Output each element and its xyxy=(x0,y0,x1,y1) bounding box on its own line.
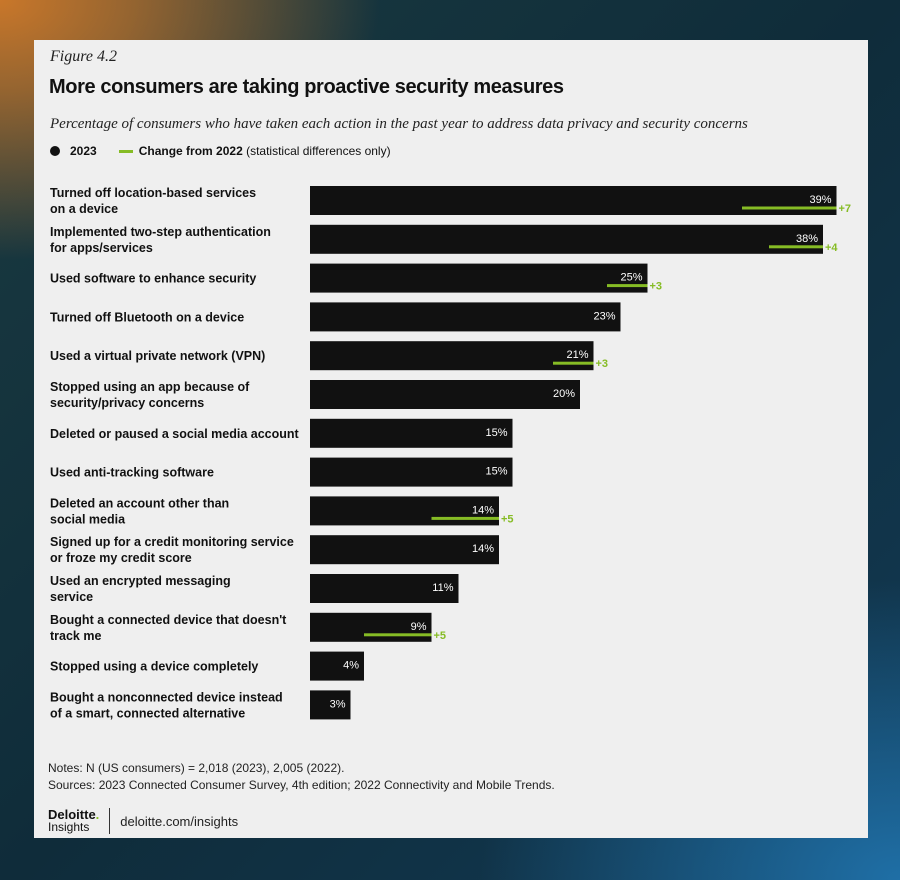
change-line xyxy=(553,361,594,365)
bar-value-label: 23% xyxy=(593,310,615,322)
deloitte-logo: Deloitte. Insights xyxy=(48,807,100,834)
legend-label-2023: 2023 xyxy=(70,144,97,158)
change-value-label: +5 xyxy=(434,630,447,642)
brand-separator xyxy=(109,808,111,834)
notes: Notes: N (US consumers) = 2,018 (2023), … xyxy=(48,760,555,794)
category-label-line: Implemented two-step authentication xyxy=(50,225,271,239)
bar-value-label: 14% xyxy=(472,504,494,516)
bar-2023 xyxy=(310,496,499,526)
category-label: Bought a connected device that doesn't tr… xyxy=(50,613,287,643)
legend: 2023 Change from 2022 (statistical diffe… xyxy=(50,144,391,158)
change-value-label: +4 xyxy=(825,242,838,254)
bar-chart: Turned off location-based services on a d… xyxy=(50,186,852,720)
category-label-line: Used a virtual private network (VPN) xyxy=(50,349,265,363)
category-label-line: of a smart, connected alternative xyxy=(50,706,245,720)
bar-value-label: 21% xyxy=(566,349,588,361)
category-label: Turned off location-based services on a d… xyxy=(50,186,256,216)
category-label-line: Turned off Bluetooth on a device xyxy=(50,310,244,324)
category-label: Used software to enhance security xyxy=(50,272,256,286)
chart-subtitle: Percentage of consumers who have taken e… xyxy=(50,116,748,132)
change-value-label: +7 xyxy=(839,203,852,215)
category-label: Deleted or paused a social media account xyxy=(50,427,300,441)
bar-value-label: 20% xyxy=(553,388,575,400)
bar-2023 xyxy=(310,651,364,681)
change-value-label: +3 xyxy=(596,358,609,370)
category-label: Used a virtual private network (VPN) xyxy=(50,349,265,363)
category-label-line: Stopped using a device completely xyxy=(50,660,258,674)
category-label-line: or froze my credit score xyxy=(50,551,192,565)
legend-label-change: Change from 2022 (statistical difference… xyxy=(138,144,391,158)
category-label-line: Stopped using an app because of xyxy=(50,380,250,394)
bar-value-label: 4% xyxy=(343,660,359,672)
category-label-line: track me xyxy=(50,629,101,643)
bar-value-label: 9% xyxy=(411,621,427,633)
category-label-line: service xyxy=(50,590,93,604)
bar-2023 xyxy=(310,574,459,603)
category-label-line: security/privacy concerns xyxy=(50,396,204,410)
bar-value-label: 25% xyxy=(620,272,642,284)
bar-2023 xyxy=(310,612,432,642)
category-label-line: Used software to enhance security xyxy=(50,272,256,286)
brand-url[interactable]: deloitte.com/insights xyxy=(120,813,239,829)
category-label-line: on a device xyxy=(50,202,118,216)
change-value-label: +5 xyxy=(501,513,514,525)
category-label: Bought a nonconnected device instead of a… xyxy=(50,690,283,720)
bar-value-label: 14% xyxy=(472,543,494,555)
bar-2023 xyxy=(310,263,648,293)
category-label: Deleted an account other than social medi… xyxy=(50,496,229,526)
category-label: Used an encrypted messaging service xyxy=(50,574,231,604)
category-label-line: Turned off location-based services xyxy=(50,186,256,200)
figure-label: Figure 4.2 xyxy=(50,48,117,65)
category-label: Used anti-tracking software xyxy=(50,466,214,480)
category-label-line: Bought a nonconnected device instead xyxy=(50,690,283,704)
change-line xyxy=(607,284,648,288)
category-label-line: for apps/services xyxy=(50,241,153,255)
bar-value-label: 15% xyxy=(485,427,507,439)
category-label: Turned off Bluetooth on a device xyxy=(50,310,244,324)
category-label: Stopped using an app because of security/… xyxy=(50,380,250,410)
bar-value-label: 11% xyxy=(432,582,453,594)
bar-2023 xyxy=(310,690,351,720)
bar-value-label: 38% xyxy=(796,233,818,245)
category-label-line: Bought a connected device that doesn't xyxy=(50,613,287,627)
category-label-line: Deleted an account other than xyxy=(50,496,229,510)
category-label-line: social media xyxy=(50,512,126,526)
change-value-label: +3 xyxy=(650,281,663,293)
change-line xyxy=(742,206,837,210)
bar-2023 xyxy=(310,535,499,565)
change-line xyxy=(769,245,823,249)
category-label: Stopped using a device completely xyxy=(50,660,258,674)
bar-2023 xyxy=(310,418,513,448)
bar-2023 xyxy=(310,302,621,332)
bar-value-label: 39% xyxy=(809,194,831,206)
bar-2023 xyxy=(310,380,580,409)
category-label-line: Used an encrypted messaging xyxy=(50,574,231,588)
change-line xyxy=(431,516,499,520)
bar-value-label: 3% xyxy=(330,698,346,710)
bar-2023 xyxy=(310,186,837,215)
figure-card: Figure 4.2 More consumers are taking pro… xyxy=(34,40,868,838)
brand-footer: Deloitte. Insights deloitte.com/insights xyxy=(48,808,238,834)
change-line xyxy=(364,633,432,637)
bar-value-label: 15% xyxy=(485,466,507,478)
bar-2023 xyxy=(310,224,823,254)
bar-2023 xyxy=(310,457,513,487)
category-label-line: Used anti-tracking software xyxy=(50,466,214,480)
notes-line-2: Sources: 2023 Connected Consumer Survey,… xyxy=(48,778,555,792)
notes-line-1: Notes: N (US consumers) = 2,018 (2023), … xyxy=(48,761,345,775)
category-label-line: Deleted or paused a social media account xyxy=(50,427,300,441)
chart-title: More consumers are taking proactive secu… xyxy=(49,76,564,98)
category-label: Signed up for a credit monitoring servic… xyxy=(50,535,294,565)
legend-line-change xyxy=(118,149,133,153)
category-label-line: Signed up for a credit monitoring servic… xyxy=(50,535,294,549)
category-label: Implemented two-step authentication for a… xyxy=(50,225,271,255)
legend-dot-2023 xyxy=(50,146,60,156)
bar-2023 xyxy=(310,341,594,371)
